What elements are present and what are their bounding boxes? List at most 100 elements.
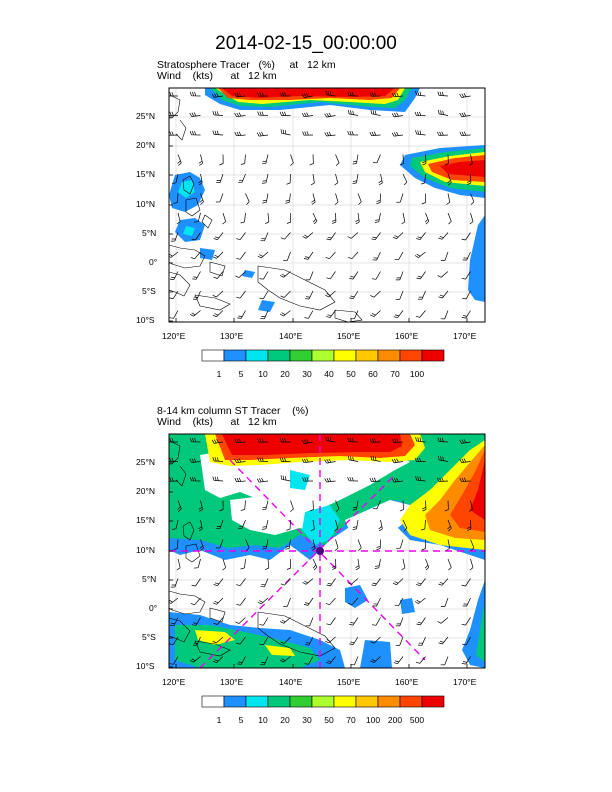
wind-barb	[378, 519, 383, 532]
wind-barb	[265, 212, 270, 225]
wind-barb	[369, 131, 381, 136]
colorbar-swatch	[355, 695, 379, 708]
wind-barb	[279, 92, 291, 97]
wind-barb	[169, 477, 179, 482]
wind-barb	[280, 290, 291, 298]
wind-barb	[371, 617, 381, 626]
wind-barb	[326, 232, 336, 241]
wind-barb	[222, 558, 227, 571]
wind-barb	[279, 617, 291, 624]
wind-barb	[262, 519, 269, 530]
wind-barb	[459, 477, 471, 482]
wind-barb	[194, 212, 201, 223]
wind-barb	[279, 310, 291, 317]
wind-barb	[280, 232, 291, 240]
panel1-gridlines	[169, 88, 485, 322]
wind-barb	[172, 173, 179, 184]
wind-barb	[286, 212, 292, 224]
wind-barb	[391, 131, 404, 137]
wind-barb	[349, 617, 359, 626]
wind-barb	[257, 597, 269, 605]
wind-barb	[286, 558, 292, 570]
wind-barb	[469, 212, 474, 225]
wind-barb	[470, 539, 475, 551]
panel2-colorbar-label: 5	[238, 715, 244, 725]
wind-barb	[447, 212, 452, 225]
wind-barb	[305, 617, 314, 627]
wind-barb	[347, 476, 359, 482]
wind-barb	[416, 232, 426, 240]
wind-barb	[462, 251, 471, 261]
wind-barb	[302, 131, 314, 136]
wind-barb	[211, 439, 224, 444]
wind-barb	[370, 109, 381, 116]
wind-barb	[301, 112, 314, 118]
wind-barb	[347, 578, 359, 585]
wind-barb	[371, 232, 381, 241]
panel1-coastlines	[169, 94, 363, 322]
panel1-map	[169, 88, 485, 322]
wind-barb	[334, 193, 339, 205]
wind-barb	[238, 519, 246, 529]
colorbar-swatch	[289, 349, 313, 362]
wind-barb	[352, 519, 359, 531]
wind-barb	[169, 617, 179, 626]
wind-barb	[257, 92, 269, 97]
panel2-lat-label: 5°S	[142, 632, 156, 642]
wind-barb	[391, 438, 404, 444]
panel2-lon-label: 150°E	[337, 677, 361, 687]
wind-barb	[438, 232, 449, 240]
wind-barb	[260, 232, 269, 242]
wind-barb	[240, 500, 246, 511]
panel2-lat-label: 10°S	[136, 661, 155, 671]
wind-barb	[357, 539, 362, 551]
panel1-lon-label: 140°E	[279, 331, 303, 341]
panel1-tracer-east	[400, 145, 485, 302]
wind-barb	[371, 578, 381, 587]
panel1-colorbar-label: 1	[216, 369, 222, 379]
wind-barb	[469, 558, 474, 571]
wind-barb	[325, 436, 336, 443]
colorbar-swatch	[355, 349, 379, 362]
wind-barb	[349, 271, 359, 280]
panel2-trajectory-lines	[169, 434, 485, 668]
wind-barb	[280, 475, 291, 482]
wind-barb	[169, 597, 179, 604]
wind-barb	[466, 519, 472, 531]
wind-barb	[393, 656, 404, 665]
wind-barb	[304, 290, 314, 300]
wind-barb	[211, 93, 224, 98]
wind-barb	[303, 251, 314, 260]
wind-barb	[192, 636, 201, 646]
wind-barb	[262, 539, 269, 550]
wind-barb	[176, 558, 181, 571]
wind-barb	[446, 539, 451, 551]
panel2-wind-barbs	[169, 436, 475, 666]
colorbar-swatch	[201, 349, 225, 362]
wind-barb	[301, 439, 314, 444]
wind-barb	[444, 500, 449, 512]
wind-barb	[189, 437, 201, 443]
wind-barb	[194, 558, 201, 569]
wind-barb	[172, 519, 179, 530]
wind-barb	[347, 130, 359, 136]
wind-barb	[440, 597, 449, 607]
wind-barb	[216, 173, 224, 184]
wind-barb	[401, 558, 406, 571]
wind-barb	[234, 112, 246, 118]
colorbar-swatch	[333, 349, 357, 362]
wind-barb	[259, 636, 269, 646]
wind-barb	[212, 290, 224, 298]
wind-barb	[325, 90, 336, 97]
wind-barb	[447, 173, 452, 186]
wind-barb	[212, 456, 224, 462]
wind-barb	[350, 656, 359, 666]
wind-barb	[326, 271, 336, 280]
wind-barb	[312, 558, 318, 571]
wind-barb	[415, 310, 426, 318]
wind-barb	[391, 458, 404, 464]
wind-barb	[311, 193, 316, 205]
wind-barb	[348, 109, 359, 116]
panel1-lat-label: 5°S	[142, 286, 156, 296]
wind-barb	[334, 173, 339, 186]
